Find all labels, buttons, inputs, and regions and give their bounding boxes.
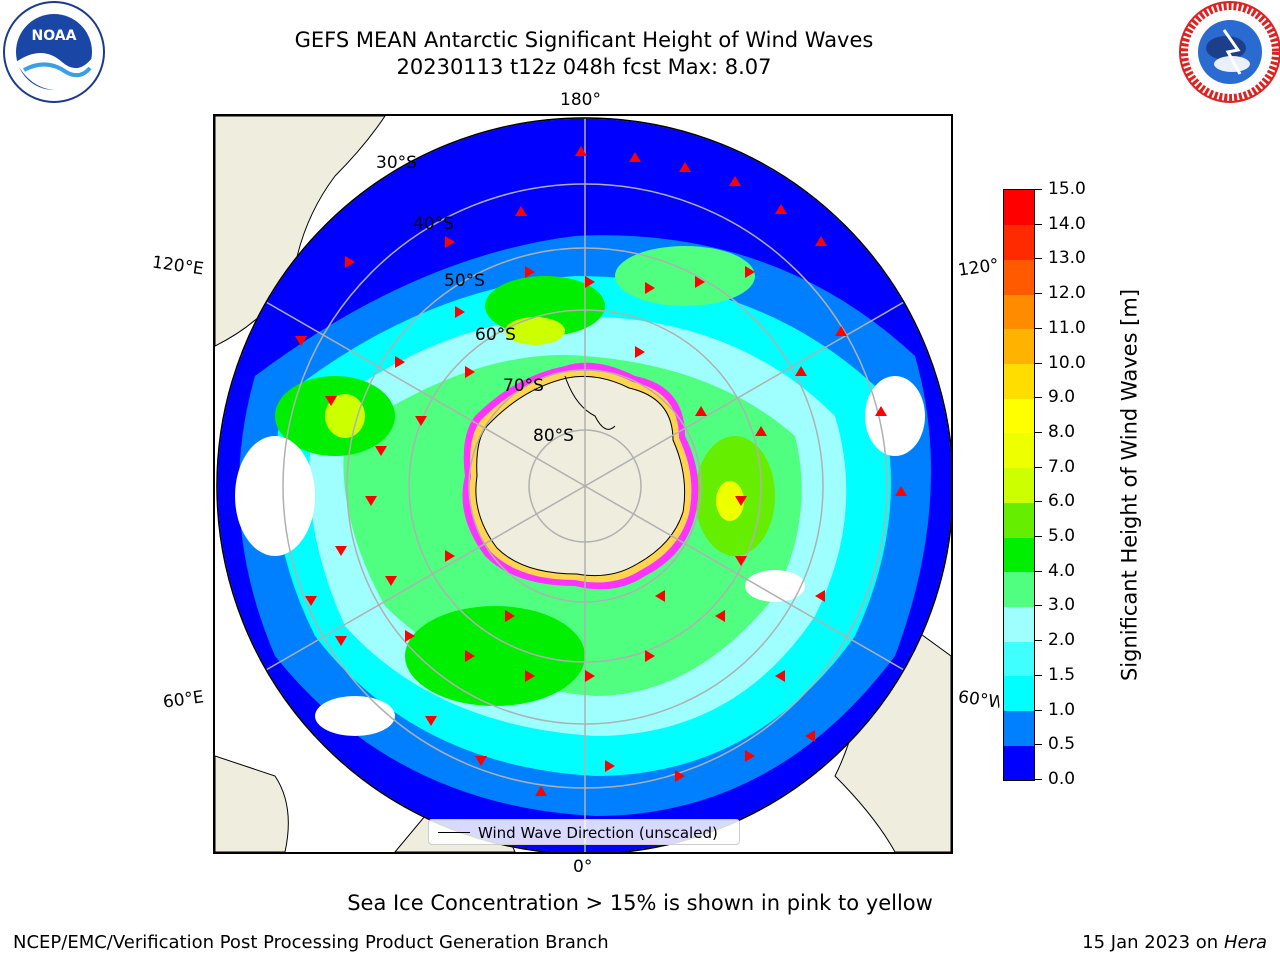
lon-label-upper-right: 120° [956, 255, 1001, 281]
colorbar-segment [1004, 606, 1034, 642]
colorbar-tick [1034, 189, 1042, 190]
colorbar-segment [1004, 467, 1034, 503]
map-legend: Wind Wave Direction (unscaled) [428, 819, 740, 845]
colorbar-tick-label: 7.0 [1048, 456, 1076, 477]
colorbar-tick [1034, 431, 1042, 433]
colorbar-tick [1034, 501, 1042, 503]
legend-line-sample [438, 832, 470, 833]
wind-wave-arrows [295, 146, 907, 796]
footer-run-info: 15 Jan 2023 on Hera [1082, 932, 1267, 953]
colorbar-tick-label: 5.0 [1048, 526, 1076, 547]
footer-date: 15 Jan 2023 on [1082, 932, 1224, 953]
colorbar-tick-label: 6.0 [1048, 491, 1076, 512]
colorbar-tick [1034, 709, 1042, 711]
colorbar-tick-label: 8.0 [1048, 421, 1076, 442]
colorbar-tick-label: 14.0 [1048, 213, 1086, 234]
colorbar-tick [1034, 536, 1042, 538]
colorbar-segment [1004, 641, 1034, 677]
sea-ice-caption: Sea Ice Concentration > 15% is shown in … [347, 891, 933, 915]
colorbar-tick-label: 2.0 [1048, 630, 1076, 651]
lat-label-50s: 50°S [444, 271, 485, 291]
colorbar-tick [1034, 362, 1042, 364]
colorbar-tick-label: 4.0 [1048, 560, 1076, 581]
colorbar-tick [1034, 640, 1042, 642]
colorbar-tick [1034, 223, 1042, 225]
colorbar-tick-label: 11.0 [1048, 317, 1086, 338]
colorbar-tick-label: 15.0 [1048, 179, 1086, 199]
lat-label-60s: 60°S [475, 325, 516, 345]
colorbar-tick [1034, 674, 1042, 676]
colorbar-segment [1004, 432, 1034, 469]
colorbar-tick [1034, 397, 1042, 399]
colorbar-tick [1034, 744, 1042, 746]
colorbar-segment [1004, 745, 1034, 781]
colorbar-segment [1004, 571, 1034, 607]
lon-label-lower-left: 60°E [161, 687, 206, 713]
colorbar-tick [1034, 293, 1042, 295]
colorbar-tick [1034, 327, 1042, 329]
lat-label-70s: 70°S [503, 376, 544, 396]
lat-label-40s: 40°S [413, 214, 454, 234]
lon-label-upper-left: 120°E [150, 252, 205, 280]
colorbar-tick-label: 0.0 [1048, 769, 1076, 789]
colorbar-segment [1004, 294, 1034, 330]
colorbar-segment [1004, 502, 1034, 538]
chart-title: GEFS MEAN Antarctic Significant Height o… [294, 28, 874, 52]
colorbar-segment [1004, 328, 1034, 365]
colorbar-segment [1004, 710, 1034, 746]
colorbar-tick-label: 0.5 [1048, 734, 1076, 755]
map-boundary [216, 117, 951, 852]
footer-machine: Hera [1223, 932, 1267, 953]
antarctica [462, 362, 699, 590]
colorbar-segment [1004, 224, 1034, 260]
map-panel: 30°S 40°S 50°S 60°S 70°S 80°S Wind Wave … [213, 114, 953, 854]
colorbar-label: Significant Height of Wind Waves [m] [1117, 288, 1142, 682]
polar-map [215, 116, 951, 852]
legend-label: Wind Wave Direction (unscaled) [478, 824, 718, 842]
colorbar-tick-label: 3.0 [1048, 595, 1076, 616]
lat-label-80s: 80°S [533, 426, 574, 446]
colorbar-segment [1004, 675, 1034, 712]
chart-subtitle: 20230113 t12z 048h fcst Max: 8.07 [396, 55, 772, 79]
colorbar-tick-label: 13.0 [1048, 248, 1086, 269]
colorbar-segment [1004, 398, 1034, 434]
nws-logo [1179, 1, 1280, 103]
colorbar-tick-label: 12.0 [1048, 283, 1086, 304]
noaa-logo: NOAA [3, 1, 105, 103]
colorbar [1003, 189, 1035, 781]
colorbar-tick-label: 1.0 [1048, 699, 1076, 720]
colorbar-tick [1034, 779, 1042, 780]
colorbar-tick [1034, 258, 1042, 260]
colorbar-tick-label: 9.0 [1048, 387, 1076, 408]
colorbar-tick-label: 10.0 [1048, 352, 1086, 373]
noaa-logo-text: NOAA [32, 28, 77, 44]
footer-organization: NCEP/EMC/Verification Post Processing Pr… [13, 932, 609, 953]
lon-label-bottom: 0° [573, 857, 593, 877]
lon-label-top: 180° [560, 90, 601, 110]
colorbar-segment [1004, 537, 1034, 573]
colorbar-tick [1034, 605, 1042, 607]
colorbar-segment [1004, 190, 1034, 226]
lat-label-30s: 30°S [376, 153, 417, 173]
colorbar-tick [1034, 570, 1042, 572]
colorbar-segment [1004, 259, 1034, 295]
colorbar-tick [1034, 466, 1042, 468]
colorbar-segment [1004, 363, 1034, 399]
colorbar-tick-label: 1.5 [1048, 664, 1076, 685]
lon-label-lower-right: 60°W [956, 687, 1002, 713]
